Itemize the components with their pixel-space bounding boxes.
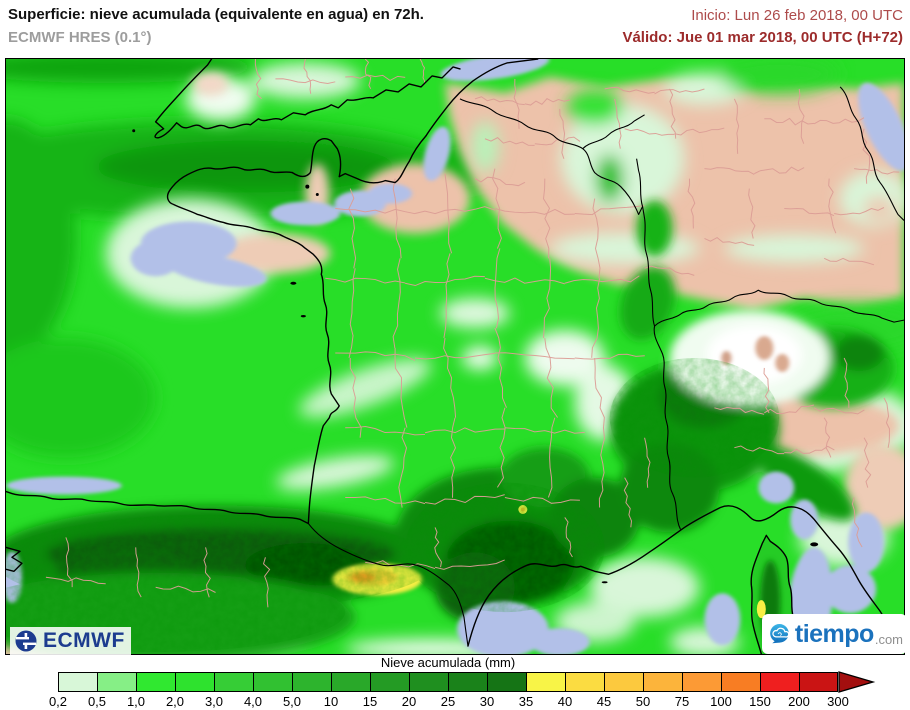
legend-tick-label: 45: [596, 694, 612, 709]
legend-tick-label: 0,2: [48, 694, 68, 709]
header: Superficie: nieve acumulada (equivalente…: [0, 0, 910, 58]
ecmwf-label: ECMWF: [43, 629, 125, 652]
legend-cell: [58, 672, 97, 692]
legend-tick-label: 300: [827, 694, 849, 709]
model-label: ECMWF HRES (0.1°): [8, 29, 152, 46]
legend-cell: [604, 672, 643, 692]
legend-cell: [370, 672, 409, 692]
tiempo-suffix: .com: [874, 631, 903, 647]
ecmwf-logo: ECMWF: [10, 627, 131, 655]
region-borders: [45, 59, 900, 608]
page-title: Superficie: nieve acumulada (equivalente…: [8, 6, 424, 23]
legend-title: Nieve acumulada (mm): [380, 655, 516, 670]
country-borders: [307, 86, 904, 647]
legend-cell: [799, 672, 838, 692]
legend-tick-label: 30: [479, 694, 495, 709]
legend-cell: [682, 672, 721, 692]
legend-tick-label: 5,0: [282, 694, 302, 709]
legend-cell: [487, 672, 526, 692]
legend-tick-label: 100: [710, 694, 732, 709]
legend-cell: [214, 672, 253, 692]
legend-color-bar: [58, 672, 838, 692]
legend-tick-label: 150: [749, 694, 771, 709]
legend-tick-label: 10: [323, 694, 339, 709]
legend-cell: [136, 672, 175, 692]
legend-cell: [565, 672, 604, 692]
terrain-texture: [6, 357, 780, 652]
legend-cell: [292, 672, 331, 692]
tiempo-label: tiempo: [794, 619, 874, 648]
legend-cell: [643, 672, 682, 692]
legend-tick-label: 3,0: [204, 694, 224, 709]
legend-cell: [97, 672, 136, 692]
legend-cell: [253, 672, 292, 692]
legend-tick-label: 35: [518, 694, 534, 709]
legend-tick-label: 4,0: [243, 694, 263, 709]
legend-tick-label: 15: [362, 694, 378, 709]
weather-map: [5, 58, 905, 655]
legend-cell: [721, 672, 760, 692]
ecmwf-globe-icon: [15, 630, 37, 652]
legend-tick-label: 1,0: [126, 694, 146, 709]
legend-tick-label: 75: [674, 694, 690, 709]
coastlines: [6, 59, 900, 654]
init-time-label: Inicio: Lun 26 feb 2018, 00 UTC: [691, 7, 903, 24]
valid-time-label: Válido: Jue 01 mar 2018, 00 UTC (H+72): [622, 29, 903, 46]
legend-cell: [526, 672, 565, 692]
legend-tick-label: 50: [635, 694, 651, 709]
legend-cell: [331, 672, 370, 692]
legend-tick-label: 200: [788, 694, 810, 709]
legend-tick-label: 25: [440, 694, 456, 709]
tiempo-logo: tiempo .com: [762, 614, 907, 654]
legend: Nieve acumulada (mm) 0,2 0,5 1,0 2,0 3,0 4,0 5…: [0, 655, 910, 710]
legend-cell: [760, 672, 799, 692]
legend-arrow: [838, 671, 876, 693]
alpine-rock-speckles: [721, 336, 790, 372]
legend-cell: [175, 672, 214, 692]
legend-tick-label: 2,0: [165, 694, 185, 709]
legend-tick-label: 0,5: [87, 694, 107, 709]
tiempo-cloud-icon: [770, 623, 790, 644]
legend-tick-label: 20: [401, 694, 417, 709]
legend-cell: [409, 672, 448, 692]
map-canvas: [6, 59, 904, 654]
legend-tick-label: 40: [557, 694, 573, 709]
legend-cell: [448, 672, 487, 692]
